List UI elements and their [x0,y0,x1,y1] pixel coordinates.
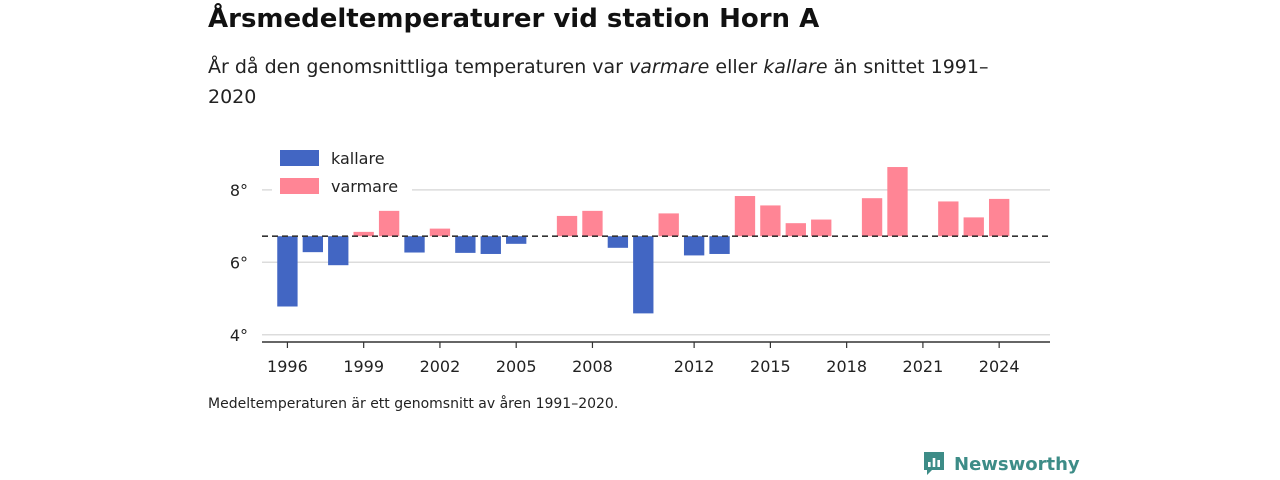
x-tick-label: 2024 [979,357,1020,376]
bar-1996 [277,236,298,307]
newsworthy-logo-icon [924,452,944,475]
y-tick-label: 6° [230,253,248,272]
bar-2005 [506,236,527,244]
brand-name: Newsworthy [954,453,1080,475]
legend-label-kallare: kallare [331,149,385,168]
x-tick-label: 2018 [826,357,867,376]
x-tick-label: 1996 [267,357,308,376]
bar-2015 [760,205,781,237]
newsworthy-brand: Newsworthy [922,451,1080,477]
y-tick-label: 4° [230,326,248,345]
x-tick-label: 2005 [496,357,537,376]
bar-1998 [328,236,349,266]
bar-2002 [429,228,451,237]
legend-swatch-kallare [280,150,319,166]
bar-2003 [455,236,476,253]
bar-2007 [556,215,578,237]
bar-2011 [658,213,679,237]
chart-footnote: Medeltemperaturen är ett genomsnitt av å… [208,396,619,412]
bar-2016 [785,223,806,237]
bar-2023 [963,217,984,237]
chart-title: Årsmedeltemperaturer vid station Horn A [208,4,820,34]
bar-2022 [938,201,959,237]
legend-label-varmare: varmare [331,177,398,196]
y-tick-label: 8° [230,181,248,200]
bar-2001 [404,236,425,253]
x-tick-label: 2012 [674,357,715,376]
bar-2004 [480,236,501,254]
x-tick-label: 2021 [903,357,944,376]
legend-swatch-varmare [280,178,319,194]
x-tick-label: 2015 [750,357,791,376]
bar-2000 [378,210,400,237]
bar-2024 [988,198,1010,237]
bar-1999 [353,231,374,237]
bar-2013 [709,236,730,254]
x-tick-label: 2008 [572,357,613,376]
chart-subtitle: År då den genomsnittliga temperaturen va… [208,56,989,108]
bar-2012 [683,236,705,256]
bar-2019 [861,198,883,237]
x-tick-label: 2002 [420,357,461,376]
bar-2008 [582,210,603,237]
bar-2010 [633,236,654,314]
bar-1997 [302,236,324,253]
subtitle-cold-word: kallare [763,56,828,78]
bar-2017 [811,219,832,237]
bar-2020 [887,167,908,237]
subtitle-warm-word: varmare [629,56,710,78]
x-tick-label: 1999 [343,357,384,376]
bar-2009 [607,236,629,248]
bar-2014 [734,196,756,237]
